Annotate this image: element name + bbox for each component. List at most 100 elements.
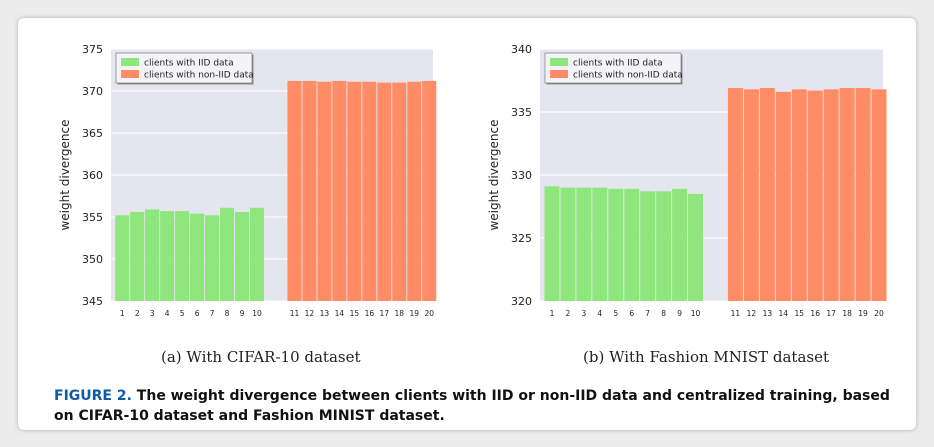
x-tick-label: 10	[252, 309, 262, 318]
y-tick-label: 370	[82, 85, 103, 98]
bar	[317, 81, 332, 301]
x-tick-label: 1	[550, 309, 555, 318]
figure-label: FIGURE 2.	[54, 388, 132, 404]
y-tick-label: 330	[511, 169, 532, 182]
x-tick-label: 3	[150, 309, 155, 318]
x-tick-label: 9	[677, 309, 682, 318]
bar	[560, 187, 576, 301]
legend-label: clients with non-IID data	[144, 71, 254, 81]
figure-caption-text: The weight divergence between clients wi…	[54, 388, 890, 424]
x-tick-label: 7	[210, 309, 215, 318]
y-tick-label: 335	[511, 106, 532, 119]
x-tick-label: 13	[763, 309, 773, 318]
y-tick-label: 375	[82, 43, 103, 56]
x-tick-label: 14	[335, 309, 345, 318]
legend-swatch	[121, 70, 139, 78]
bar	[624, 188, 640, 301]
x-tick-label: 16	[365, 309, 375, 318]
x-tick-label: 6	[629, 309, 634, 318]
x-tick-label: 10	[691, 309, 701, 318]
bar	[672, 188, 688, 301]
x-tick-label: 5	[613, 309, 618, 318]
legend-swatch	[550, 58, 568, 66]
x-tick-label: 11	[290, 309, 300, 318]
x-tick-label: 4	[165, 309, 170, 318]
bar	[791, 89, 807, 301]
x-tick-label: 13	[320, 309, 330, 318]
x-tick-label: 17	[826, 309, 836, 318]
x-tick-label: 3	[581, 309, 586, 318]
bar	[855, 88, 871, 301]
bar	[220, 207, 235, 301]
bar	[727, 88, 743, 301]
bar	[115, 215, 130, 301]
subcaption-b: (b) With Fashion MNIST dataset	[583, 348, 830, 366]
y-axis-label: weight divergence	[487, 119, 501, 230]
bar	[839, 88, 855, 301]
x-tick-label: 14	[779, 309, 789, 318]
x-tick-label: 4	[597, 309, 602, 318]
bar	[775, 91, 791, 301]
bar	[235, 211, 250, 301]
y-tick-label: 365	[82, 127, 103, 140]
bar	[640, 191, 656, 301]
x-tick-label: 6	[195, 309, 200, 318]
bar	[656, 191, 672, 301]
bar	[422, 80, 437, 301]
bar	[576, 187, 592, 301]
bar	[592, 187, 608, 301]
y-tick-label: 350	[82, 253, 103, 266]
y-tick-label: 325	[511, 232, 532, 245]
x-tick-label: 1	[120, 309, 125, 318]
x-tick-label: 19	[858, 309, 868, 318]
legend-label: clients with IID data	[573, 59, 663, 69]
y-tick-label: 320	[511, 295, 532, 308]
bar	[743, 89, 759, 301]
x-tick-label: 8	[661, 309, 666, 318]
y-tick-label: 360	[82, 169, 103, 182]
x-tick-label: 8	[225, 309, 230, 318]
bar	[377, 82, 392, 301]
bar	[392, 82, 407, 301]
x-tick-label: 9	[240, 309, 245, 318]
x-tick-label: 20	[874, 309, 884, 318]
x-tick-label: 19	[410, 309, 420, 318]
bar	[347, 81, 362, 301]
x-tick-label: 12	[305, 309, 315, 318]
legend-label: clients with IID data	[144, 59, 234, 69]
bar	[160, 211, 175, 301]
bar	[608, 188, 624, 301]
x-tick-label: 15	[794, 309, 804, 318]
bar	[823, 89, 839, 301]
bar	[130, 211, 145, 301]
y-tick-label: 340	[511, 43, 532, 56]
legend-swatch	[121, 58, 139, 66]
x-tick-label: 20	[424, 309, 434, 318]
bar	[332, 80, 347, 301]
x-tick-label: 5	[180, 309, 185, 318]
bar	[544, 186, 560, 301]
legend-swatch	[550, 70, 568, 78]
bar	[759, 88, 775, 301]
bar	[362, 81, 377, 301]
bar	[807, 90, 823, 301]
x-tick-label: 18	[395, 309, 405, 318]
y-tick-label: 355	[82, 211, 103, 224]
x-tick-label: 16	[810, 309, 820, 318]
subcaption-a: (a) With CIFAR-10 dataset	[161, 348, 361, 366]
x-tick-label: 7	[645, 309, 650, 318]
bar	[688, 193, 704, 301]
x-tick-label: 15	[350, 309, 360, 318]
bar	[249, 207, 265, 301]
x-tick-label: 17	[380, 309, 390, 318]
bar	[190, 213, 205, 301]
y-tick-label: 345	[82, 295, 103, 308]
bar	[287, 80, 302, 301]
bar	[407, 81, 422, 301]
y-axis-label: weight divergence	[58, 119, 72, 230]
bar	[145, 209, 160, 301]
legend-label: clients with non-IID data	[573, 71, 683, 81]
x-tick-label: 2	[135, 309, 140, 318]
